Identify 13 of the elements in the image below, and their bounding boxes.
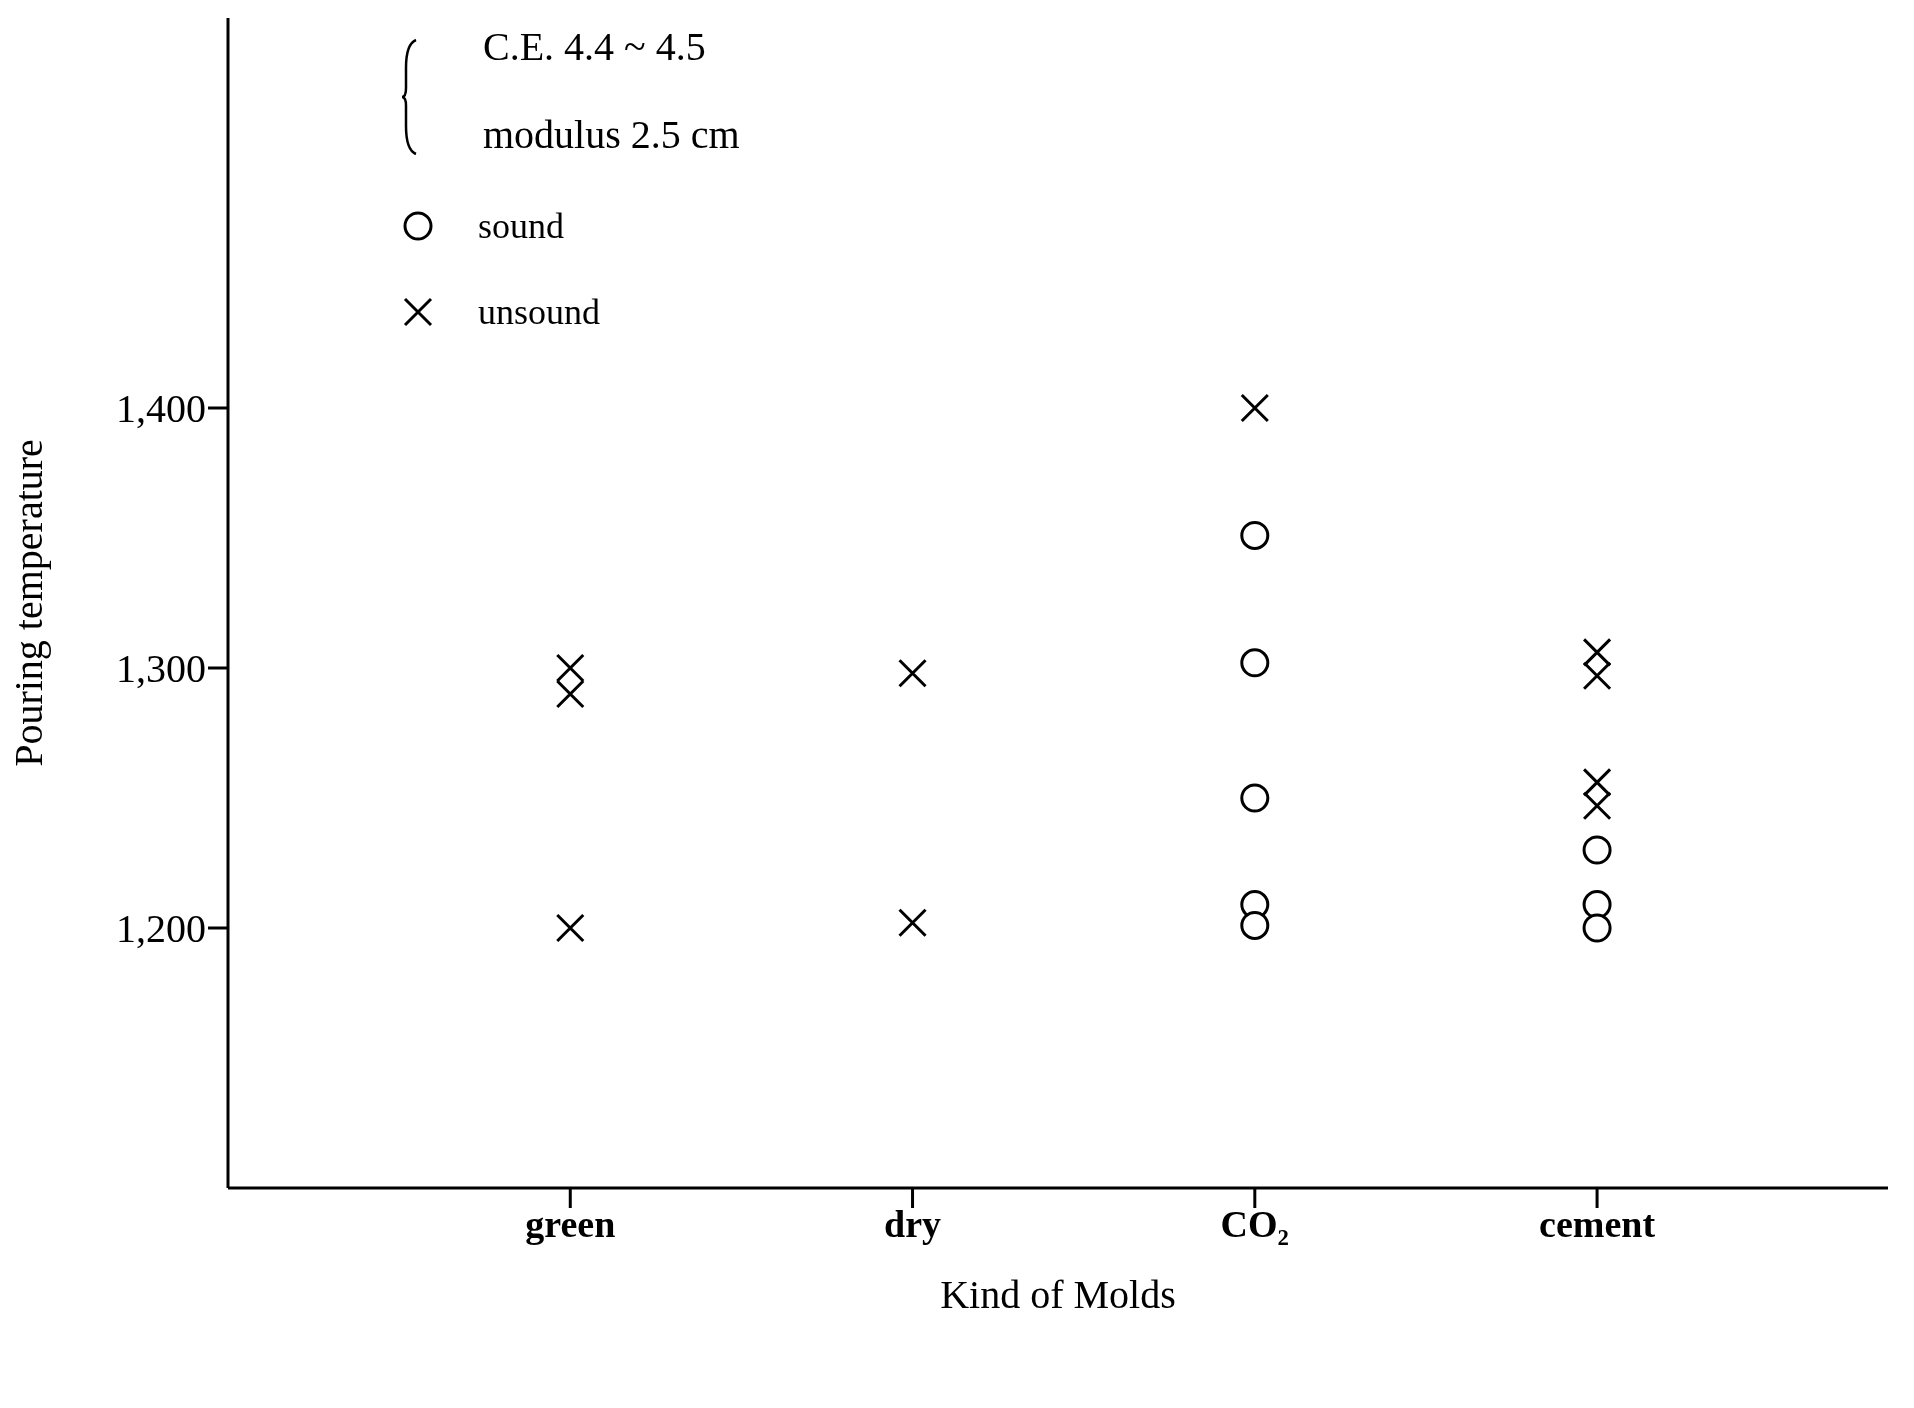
x-tick-label: CO₂ <box>1220 1202 1290 1245</box>
y-tick-label: 1,300 <box>116 646 206 692</box>
y-axis-title: Pouring temperature <box>6 439 52 767</box>
annotation: C.E. 4.4 ~ 4.5 <box>483 23 706 70</box>
x-tick-label: dry <box>884 1202 942 1245</box>
x-tick-label: green <box>525 1202 616 1245</box>
legend-label: sound <box>478 205 565 247</box>
x-axis-title: Kind of Molds <box>940 1272 1176 1317</box>
y-tick-label: 1,200 <box>116 906 206 952</box>
y-tick-label: 1,400 <box>116 386 206 432</box>
legend-label: unsound <box>478 291 601 333</box>
annotation: modulus 2.5 cm <box>483 111 740 158</box>
x-tick-label: cement <box>1539 1202 1656 1245</box>
